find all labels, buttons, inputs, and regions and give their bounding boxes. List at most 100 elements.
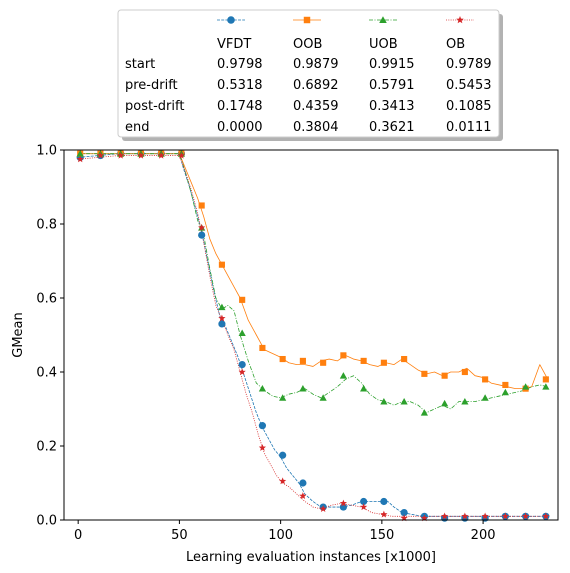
data-point-ob: [380, 510, 388, 518]
data-point-uob: [501, 388, 509, 396]
data-point-uob: [441, 399, 449, 407]
data-point-uob: [319, 394, 327, 401]
legend-series-oob: OOB: [293, 37, 322, 52]
legend-cell: 0.5453: [446, 78, 492, 93]
data-point-uob: [400, 398, 408, 405]
data-point-vfdt: [400, 508, 408, 517]
y-tick-label: 0.4: [36, 366, 57, 381]
legend-row-label: end: [125, 120, 150, 135]
data-point-vfdt: [299, 479, 307, 487]
data-point-oob: [542, 376, 549, 383]
legend-cell: 0.1085: [446, 99, 492, 114]
data-point-oob: [482, 376, 489, 383]
series-line-vfdt: [78, 153, 544, 517]
x-tick-label: 50: [171, 528, 188, 543]
y-tick-label: 1.0: [36, 144, 57, 159]
data-point-uob: [258, 385, 267, 392]
data-point-uob: [339, 372, 347, 379]
series-layer: [78, 153, 549, 517]
data-point-vfdt: [279, 451, 287, 459]
data-point-ob: [299, 492, 307, 500]
legend-cell: 0.5318: [217, 78, 263, 93]
data-point-uob: [461, 398, 469, 405]
legend-cell: 0.1748: [217, 99, 263, 114]
series-line-oob: [78, 153, 549, 390]
legend-cell: 0.6892: [293, 78, 339, 93]
x-tick-label: 150: [369, 528, 394, 543]
y-tick-label: 0.2: [36, 440, 57, 455]
x-axis-label: Learning evaluation instances [x1000]: [186, 550, 436, 565]
data-point-oob: [279, 355, 286, 363]
data-point-oob: [401, 355, 408, 363]
data-point-ob: [481, 512, 489, 520]
data-point-ob: [360, 503, 368, 511]
data-point-oob: [380, 359, 387, 366]
x-tick-label: 0: [74, 528, 82, 543]
data-point-ob: [198, 223, 206, 231]
data-point-uob: [218, 303, 226, 311]
y-tick-label: 0.8: [36, 218, 57, 233]
x-axis: 0 50 100 150 200: [74, 520, 496, 543]
data-point-uob: [279, 394, 287, 401]
y-tick-label: 0.6: [36, 292, 57, 307]
legend-cell: 0.4359: [293, 99, 339, 114]
legend-cell: 0.0000: [217, 120, 263, 135]
data-point-ob: [420, 514, 428, 522]
legend-row-label: post-drift: [125, 99, 184, 114]
data-point-ob: [137, 151, 145, 159]
legend-handle-marker: [456, 16, 464, 24]
data-point-vfdt: [258, 422, 267, 430]
data-point-oob: [502, 381, 509, 389]
data-point-ob: [400, 514, 408, 522]
legend-cell: 0.9798: [217, 57, 263, 72]
data-point-oob: [320, 359, 327, 366]
data-point-oob: [360, 357, 367, 364]
data-point-uob: [420, 409, 428, 416]
legend-cell: 0.3804: [293, 120, 339, 135]
data-point-ob: [339, 499, 347, 507]
data-point-oob: [340, 352, 347, 359]
data-point-uob: [76, 150, 84, 157]
series-line-ob: [78, 155, 544, 517]
data-point-uob: [481, 394, 489, 401]
data-point-uob: [380, 398, 388, 405]
data-point-ob: [279, 477, 287, 485]
y-axis: 0.0 0.2 0.4 0.6 0.8 1.0: [36, 144, 64, 529]
legend-handle-marker: [379, 16, 387, 24]
data-point-ob: [238, 368, 246, 376]
legend-series-ob: OB: [446, 37, 465, 52]
data-point-ob: [461, 512, 469, 520]
data-point-vfdt: [380, 497, 388, 506]
data-point-oob: [421, 370, 428, 377]
legend-cell: 0.9789: [446, 57, 492, 72]
data-point-oob: [259, 344, 266, 352]
legend-cell: 0.5791: [369, 78, 415, 93]
data-point-ob: [441, 512, 449, 520]
data-point-vfdt: [238, 361, 246, 369]
legend-cell: 0.3621: [369, 120, 415, 135]
y-axis-label: GMean: [11, 312, 26, 358]
data-point-oob: [218, 261, 225, 268]
data-point-uob: [238, 329, 246, 337]
data-point-ob: [76, 155, 84, 163]
data-point-ob: [319, 505, 327, 512]
series-line-uob: [78, 153, 548, 414]
data-point-ob: [258, 444, 266, 451]
data-point-uob: [542, 383, 550, 390]
legend-handle-marker: [303, 16, 311, 24]
legend-row-label: pre-drift: [125, 78, 178, 93]
data-point-uob: [360, 385, 368, 392]
data-point-oob: [441, 372, 448, 379]
legend-series-uob: UOB: [369, 37, 398, 52]
data-point-oob: [239, 296, 246, 303]
data-point-ob: [542, 512, 550, 520]
data-point-ob: [218, 314, 226, 322]
legend: VFDT OOB UOB OB start pre-drift post-dri…: [117, 9, 503, 141]
legend-series-vfdt: VFDT: [217, 37, 251, 52]
data-point-ob: [96, 151, 105, 159]
legend-handle-marker: [227, 16, 235, 24]
data-point-oob: [299, 357, 306, 364]
y-tick-label: 0.0: [36, 514, 57, 529]
legend-cell: 0.0111: [446, 120, 492, 135]
